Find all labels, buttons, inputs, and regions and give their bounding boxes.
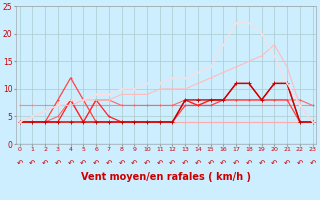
X-axis label: Vent moyen/en rafales ( km/h ): Vent moyen/en rafales ( km/h ) [81,172,251,182]
Text: ↶: ↶ [93,159,99,168]
Text: ↶: ↶ [246,159,252,168]
Text: ↶: ↶ [284,159,290,168]
Text: ↶: ↶ [207,159,214,168]
Text: ↶: ↶ [195,159,201,168]
Text: ↶: ↶ [182,159,188,168]
Text: ↶: ↶ [297,159,303,168]
Text: ↶: ↶ [42,159,48,168]
Text: ↶: ↶ [29,159,36,168]
Text: ↶: ↶ [144,159,150,168]
Text: ↶: ↶ [80,159,86,168]
Text: ↶: ↶ [106,159,112,168]
Text: ↶: ↶ [55,159,61,168]
Text: ↶: ↶ [271,159,277,168]
Text: ↶: ↶ [169,159,176,168]
Text: ↶: ↶ [259,159,265,168]
Text: ↶: ↶ [220,159,227,168]
Text: ↶: ↶ [17,159,23,168]
Text: ↶: ↶ [156,159,163,168]
Text: ↶: ↶ [68,159,74,168]
Text: ↶: ↶ [118,159,125,168]
Text: ↶: ↶ [131,159,138,168]
Text: ↶: ↶ [233,159,239,168]
Text: ↶: ↶ [309,159,316,168]
